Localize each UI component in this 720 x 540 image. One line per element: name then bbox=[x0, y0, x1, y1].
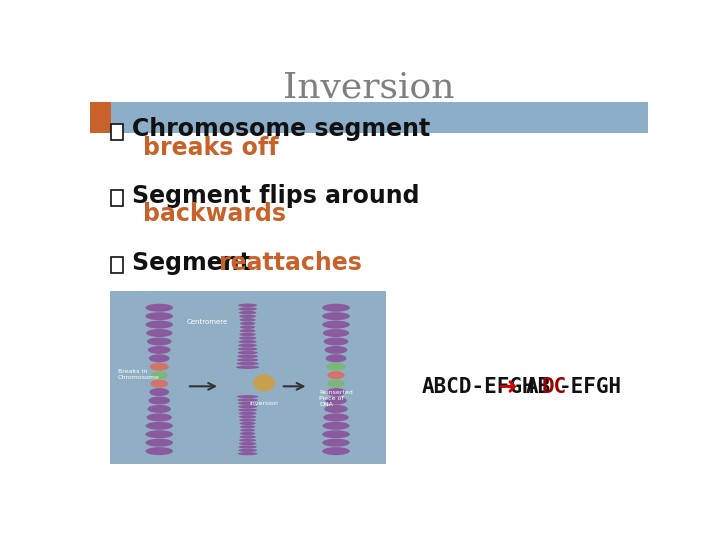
Ellipse shape bbox=[326, 388, 346, 396]
Bar bbox=[111, 257, 124, 273]
Ellipse shape bbox=[239, 418, 256, 422]
Ellipse shape bbox=[148, 405, 171, 413]
Ellipse shape bbox=[240, 326, 255, 329]
Ellipse shape bbox=[150, 371, 168, 379]
Ellipse shape bbox=[237, 395, 258, 398]
Bar bbox=[109, 292, 386, 464]
Ellipse shape bbox=[236, 362, 259, 366]
Ellipse shape bbox=[327, 363, 346, 371]
Ellipse shape bbox=[240, 429, 255, 432]
Text: backwards: backwards bbox=[143, 202, 286, 226]
Ellipse shape bbox=[240, 329, 256, 333]
Text: ABCD-EFGH: ABCD-EFGH bbox=[422, 377, 536, 397]
Bar bbox=[90, 102, 111, 133]
Bar bbox=[90, 102, 648, 133]
Text: Breaks in
Chromosome: Breaks in Chromosome bbox=[118, 369, 160, 380]
Ellipse shape bbox=[323, 312, 350, 320]
Ellipse shape bbox=[238, 307, 257, 310]
Bar bbox=[111, 191, 124, 206]
Ellipse shape bbox=[328, 371, 345, 379]
Text: Centromere: Centromere bbox=[187, 320, 228, 326]
Text: inversion: inversion bbox=[250, 401, 279, 406]
Text: Inversion: Inversion bbox=[283, 71, 455, 105]
Text: ➜: ➜ bbox=[498, 375, 517, 399]
Ellipse shape bbox=[238, 452, 258, 455]
Ellipse shape bbox=[239, 336, 256, 340]
Ellipse shape bbox=[323, 447, 350, 455]
Ellipse shape bbox=[145, 312, 173, 320]
Ellipse shape bbox=[237, 355, 258, 358]
Ellipse shape bbox=[238, 408, 257, 411]
Ellipse shape bbox=[148, 346, 171, 354]
Ellipse shape bbox=[145, 438, 173, 447]
Ellipse shape bbox=[239, 311, 256, 314]
Ellipse shape bbox=[325, 396, 347, 404]
Ellipse shape bbox=[327, 380, 345, 388]
Ellipse shape bbox=[145, 422, 173, 430]
Ellipse shape bbox=[253, 374, 275, 392]
Ellipse shape bbox=[148, 396, 170, 404]
Ellipse shape bbox=[237, 358, 258, 362]
Ellipse shape bbox=[145, 430, 173, 438]
Ellipse shape bbox=[238, 340, 256, 343]
Ellipse shape bbox=[238, 449, 257, 452]
Ellipse shape bbox=[323, 303, 350, 312]
Ellipse shape bbox=[238, 351, 258, 354]
Text: Segment: Segment bbox=[132, 251, 259, 275]
Ellipse shape bbox=[147, 414, 172, 421]
Ellipse shape bbox=[236, 366, 259, 369]
Ellipse shape bbox=[147, 338, 171, 346]
Ellipse shape bbox=[150, 380, 168, 388]
Ellipse shape bbox=[145, 303, 173, 312]
Ellipse shape bbox=[239, 442, 256, 445]
Ellipse shape bbox=[239, 314, 256, 318]
Ellipse shape bbox=[324, 338, 348, 346]
Text: DC: DC bbox=[542, 377, 567, 397]
Ellipse shape bbox=[239, 438, 256, 442]
Ellipse shape bbox=[239, 415, 256, 418]
Ellipse shape bbox=[240, 435, 256, 438]
FancyArrowPatch shape bbox=[189, 383, 215, 390]
Ellipse shape bbox=[240, 422, 256, 425]
Text: reattaches: reattaches bbox=[220, 251, 362, 275]
Ellipse shape bbox=[240, 318, 256, 322]
Text: Reinserted
Piece of
DNA: Reinserted Piece of DNA bbox=[320, 390, 354, 407]
Text: breaks off: breaks off bbox=[143, 136, 279, 160]
Ellipse shape bbox=[240, 432, 256, 435]
Ellipse shape bbox=[238, 347, 257, 351]
Text: -EFGH: -EFGH bbox=[559, 377, 622, 397]
Ellipse shape bbox=[238, 402, 258, 405]
Ellipse shape bbox=[323, 430, 350, 438]
Ellipse shape bbox=[239, 333, 256, 336]
Ellipse shape bbox=[145, 321, 173, 328]
Ellipse shape bbox=[323, 329, 349, 337]
Ellipse shape bbox=[240, 322, 256, 325]
Ellipse shape bbox=[149, 354, 170, 362]
Text: Segment flips around: Segment flips around bbox=[132, 184, 419, 208]
Ellipse shape bbox=[238, 343, 257, 347]
Ellipse shape bbox=[238, 412, 257, 415]
Text: Chromosome segment: Chromosome segment bbox=[132, 117, 430, 141]
Ellipse shape bbox=[238, 405, 257, 408]
Ellipse shape bbox=[238, 303, 257, 307]
Ellipse shape bbox=[145, 447, 173, 455]
Ellipse shape bbox=[323, 438, 350, 447]
Ellipse shape bbox=[323, 422, 350, 430]
Ellipse shape bbox=[323, 414, 348, 421]
Ellipse shape bbox=[149, 388, 169, 396]
Ellipse shape bbox=[238, 446, 257, 449]
Ellipse shape bbox=[240, 425, 256, 428]
Ellipse shape bbox=[325, 354, 346, 362]
Ellipse shape bbox=[146, 329, 173, 337]
FancyArrowPatch shape bbox=[284, 383, 303, 390]
Ellipse shape bbox=[325, 346, 347, 354]
Ellipse shape bbox=[238, 399, 258, 402]
Ellipse shape bbox=[324, 405, 348, 413]
Text: AB: AB bbox=[526, 377, 551, 397]
Ellipse shape bbox=[323, 321, 350, 328]
Bar bbox=[111, 124, 124, 140]
Ellipse shape bbox=[150, 363, 168, 371]
